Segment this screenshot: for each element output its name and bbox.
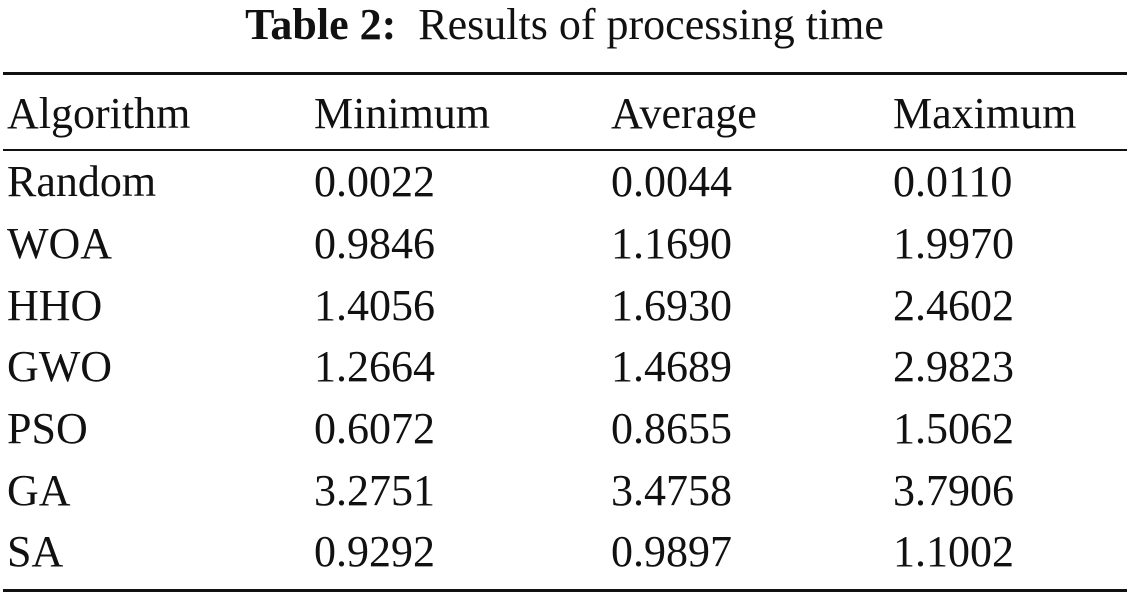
table-header-rule [3,149,1127,151]
cell-maximum: 1.9970 [893,219,1014,269]
cell-algorithm: HHO [7,280,103,330]
table-caption-label: Table 2: [245,0,397,49]
cell-maximum: 2.4602 [893,280,1014,330]
table-row: GA 3.2751 3.4758 3.7906 [3,459,1127,521]
cell-minimum: 1.2664 [314,342,435,392]
table-top-rule [3,72,1127,75]
cell-minimum: 0.9846 [314,219,435,269]
table-row: WOA 0.9846 1.1690 1.9970 [3,213,1127,275]
cell-average: 0.9897 [611,527,732,577]
results-table: Algorithm Minimum Average Maximum Random… [3,0,1127,583]
table-row: PSO 0.6072 0.8655 1.5062 [3,398,1127,460]
cell-algorithm: WOA [7,219,113,269]
cell-average: 0.8655 [611,404,732,454]
header-algorithm: Algorithm [7,88,191,138]
table-bottom-rule [3,589,1127,592]
cell-average: 0.0044 [611,157,732,207]
cell-minimum: 1.4056 [314,280,435,330]
cell-algorithm: GA [7,465,71,515]
cell-maximum: 0.0110 [893,157,1013,207]
header-minimum: Minimum [314,88,491,138]
header-row: Algorithm Minimum Average Maximum [3,75,1127,151]
cell-minimum: 3.2751 [314,465,435,515]
table-caption: Table 2: Results of processing time [0,0,1129,50]
cell-algorithm: SA [7,527,64,577]
cell-minimum: 0.9292 [314,527,435,577]
cell-maximum: 3.7906 [893,465,1014,515]
cell-average: 3.4758 [611,465,732,515]
cell-algorithm: GWO [7,342,113,392]
table-header: Algorithm Minimum Average Maximum [3,0,1127,151]
cell-maximum: 2.9823 [893,342,1014,392]
table-row: GWO 1.2664 1.4689 2.9823 [3,336,1127,398]
table-body: Random 0.0022 0.0044 0.0110 WOA 0.9846 1… [3,151,1127,583]
cell-maximum: 1.1002 [893,527,1014,577]
cell-minimum: 0.6072 [314,404,435,454]
table-caption-text: Results of processing time [418,0,884,49]
cell-average: 1.6930 [611,280,732,330]
header-average: Average [611,88,757,138]
cell-algorithm: Random [7,157,157,207]
table-row: SA 0.9292 0.9897 1.1002 [3,521,1127,583]
cell-algorithm: PSO [7,404,88,454]
table-row: Random 0.0022 0.0044 0.0110 [3,151,1127,213]
cell-average: 1.4689 [611,342,732,392]
cell-maximum: 1.5062 [893,404,1014,454]
cell-average: 1.1690 [611,219,732,269]
cell-minimum: 0.0022 [314,157,435,207]
table-row: HHO 1.4056 1.6930 2.4602 [3,274,1127,336]
header-maximum: Maximum [893,88,1077,138]
